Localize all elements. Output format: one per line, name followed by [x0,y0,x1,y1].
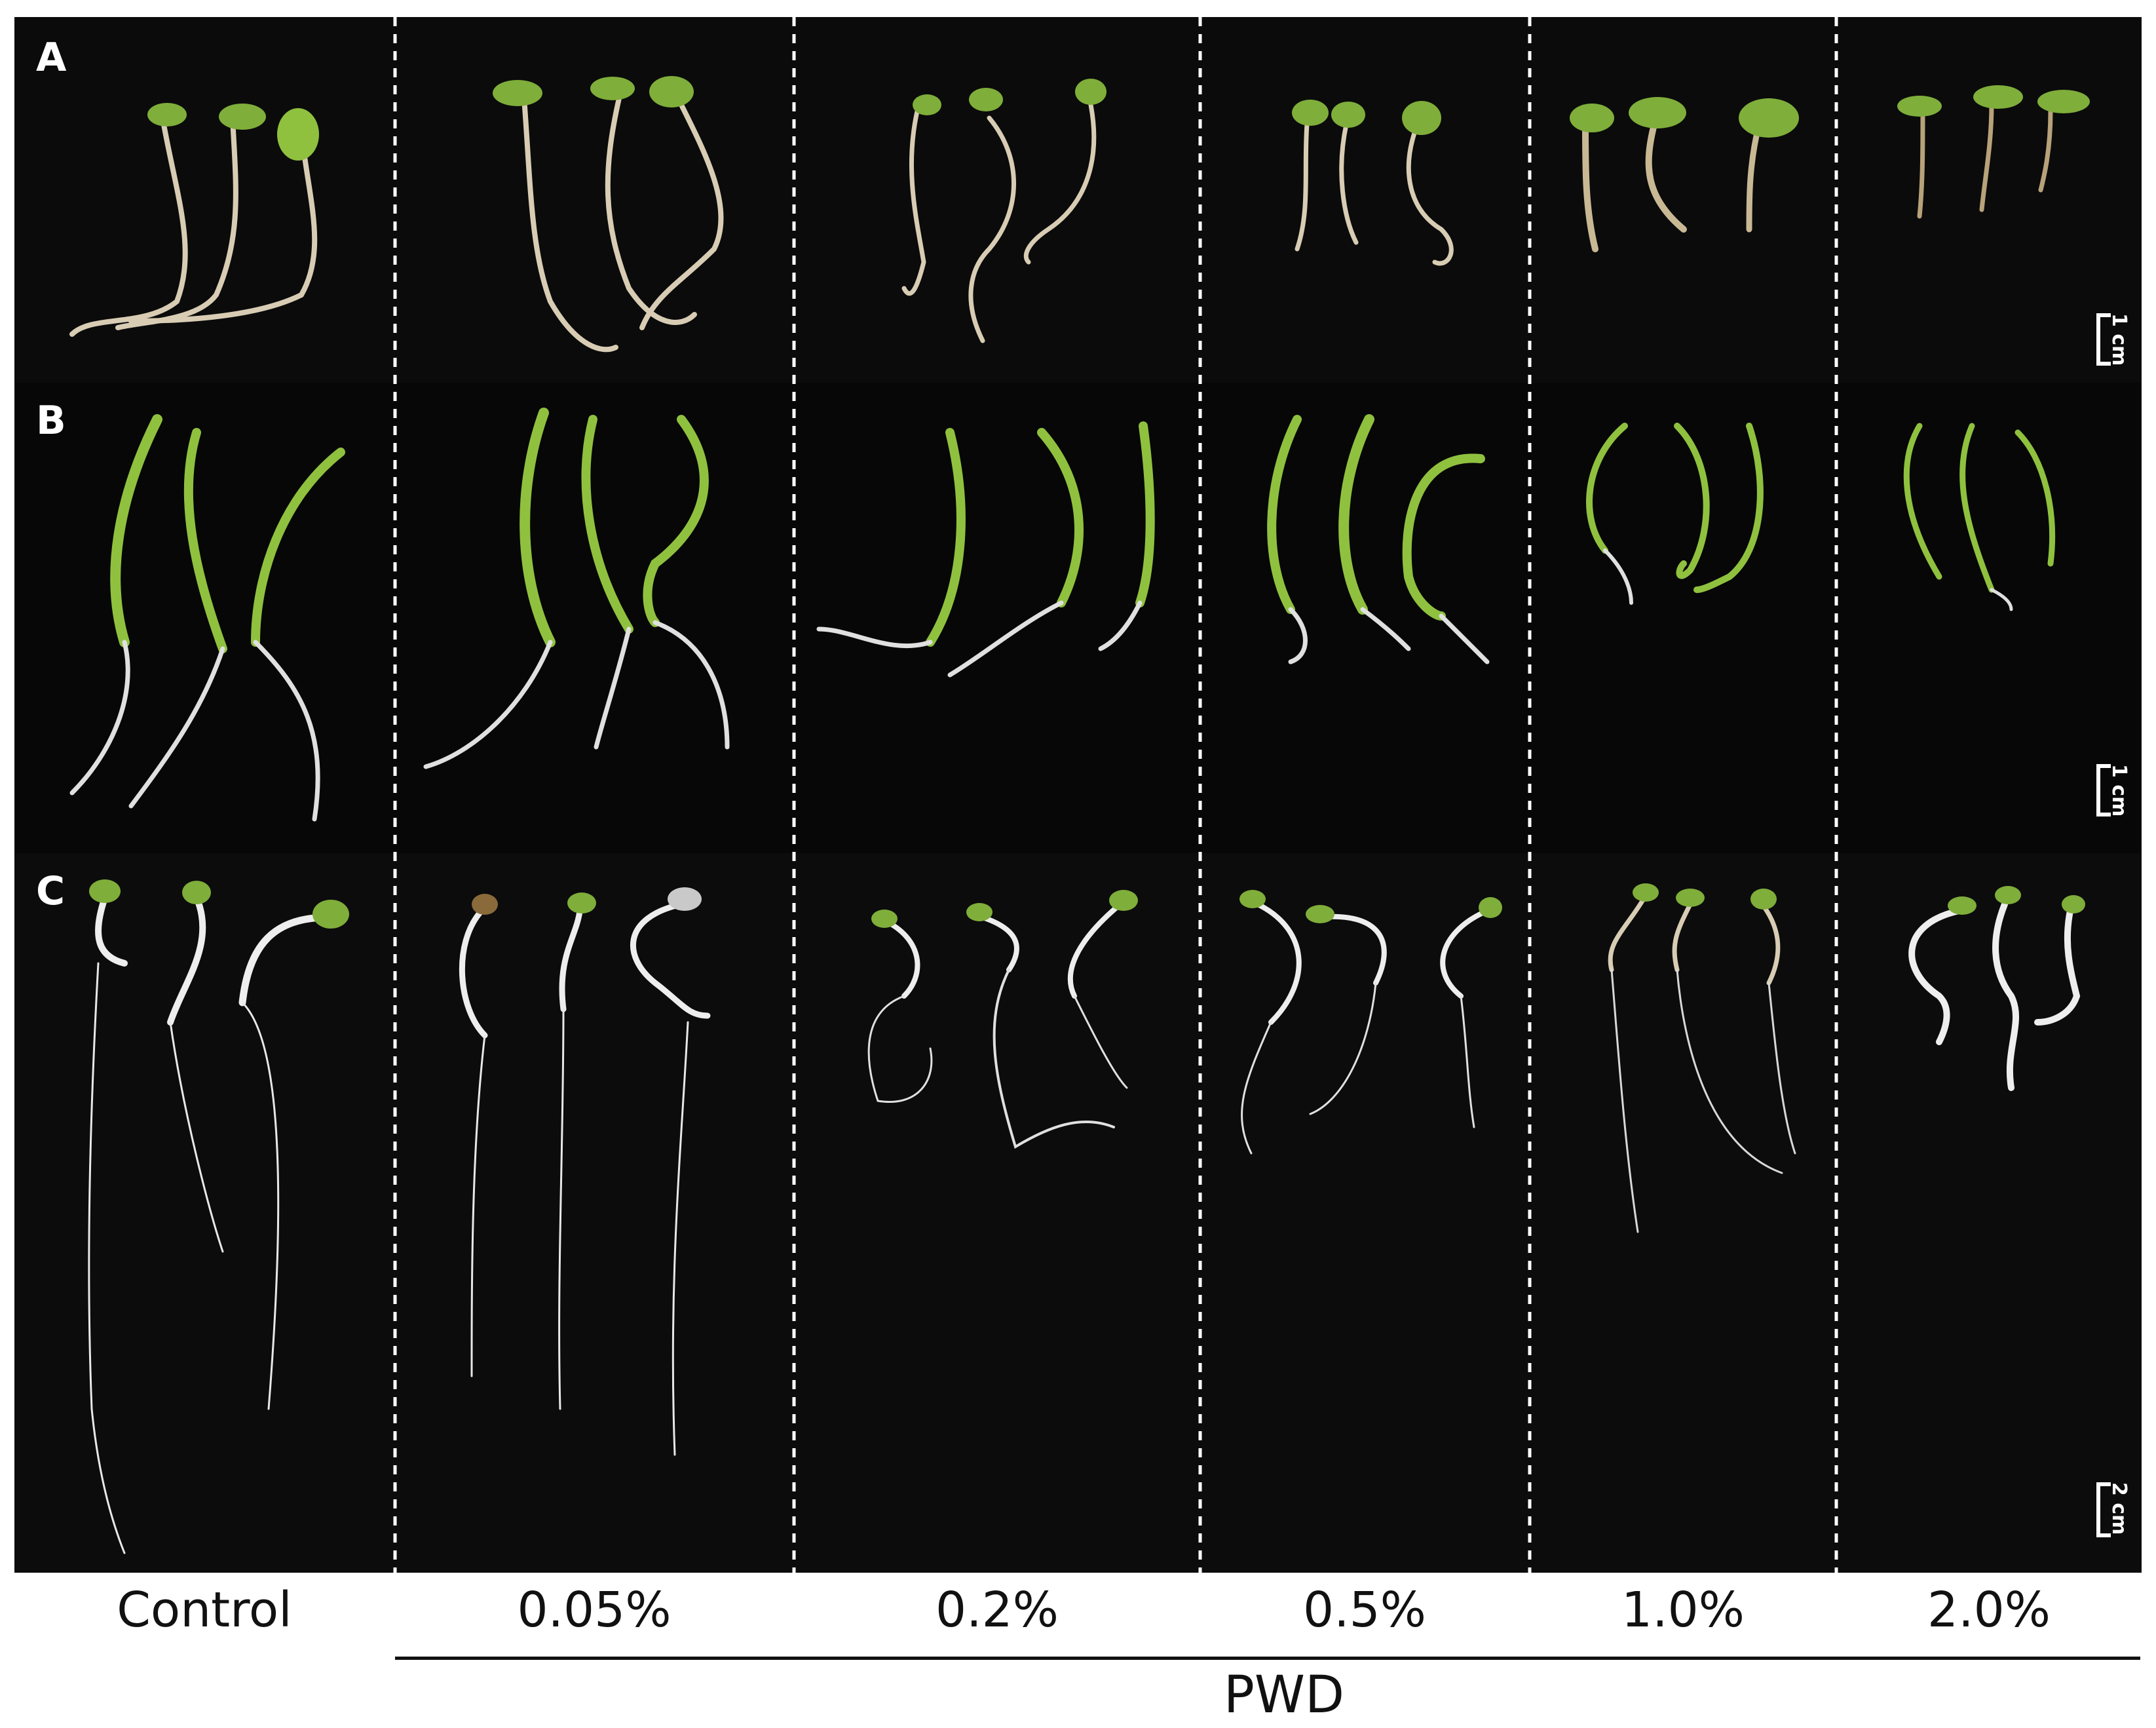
scale-bar-a-label: 1 cm [2108,313,2130,366]
scale-bar-c-label: 2 cm [2108,1482,2130,1535]
panel-a-seedlings [69,76,2090,353]
panel-b-background [14,383,2142,853]
panel-label-b: B [36,398,66,444]
column-label-2-0: 2.0% [1927,1582,2051,1638]
scale-bar-b-label: 1 cm [2108,764,2130,817]
scale-bar-c: 2 cm [2096,1482,2136,1537]
column-label-0-2: 0.2% [936,1582,1059,1638]
panel-label-c: C [36,868,66,914]
group-underline [395,1657,2140,1660]
column-label-0-5: 0.5% [1303,1582,1426,1638]
column-label-0-05: 0.05% [517,1582,671,1638]
column-label-1-0: 1.0% [1621,1582,1745,1638]
panel-c-seedlings [88,879,2085,1554]
scale-bar-b: 1 cm [2096,764,2136,816]
column-label-control: Control [117,1582,292,1638]
group-label-pwd: PWD [1223,1666,1345,1725]
column-dividers [393,17,1838,1573]
panel-c-background [14,853,2142,1573]
scale-bar-a: 1 cm [2096,313,2136,366]
panel-label-a: A [36,35,67,81]
panel-b-seedlings [69,408,2055,822]
